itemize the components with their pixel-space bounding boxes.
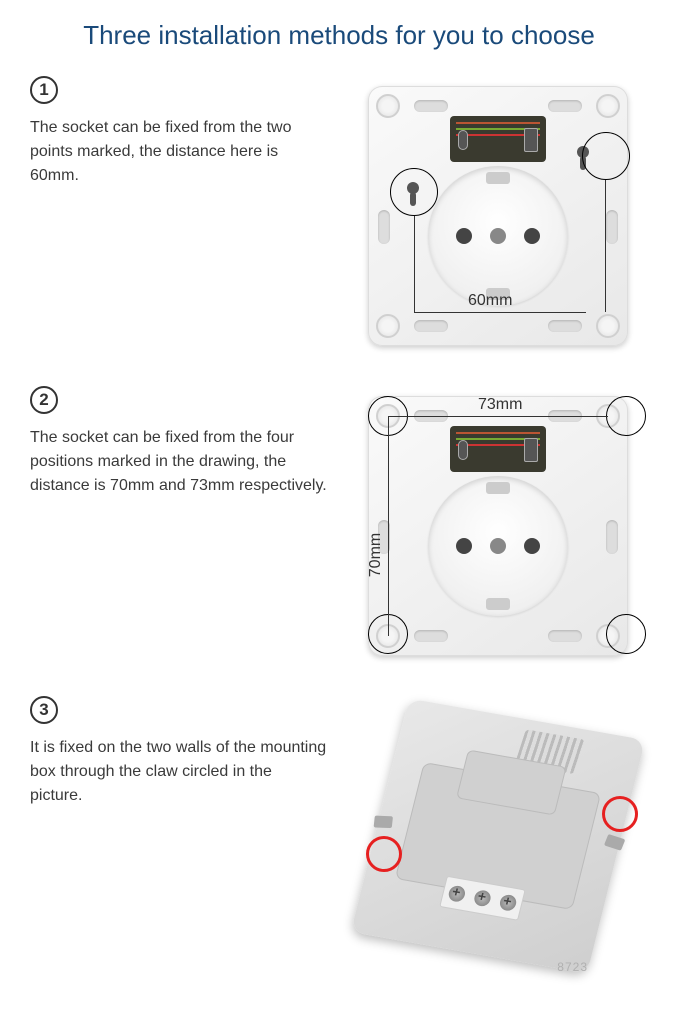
method-desc-1: The socket can be fixed from the two poi…: [30, 116, 328, 188]
method-3: 3 It is fixed on the two walls of the mo…: [30, 696, 648, 976]
watermark: 8723: [557, 960, 588, 974]
figure-2: 73mm 70mm: [348, 386, 648, 666]
method-badge-1: 1: [30, 76, 58, 104]
page-title: Three installation methods for you to ch…: [30, 20, 648, 51]
method-1: 1 The socket can be fixed from the two p…: [30, 76, 648, 356]
method-badge-3: 3: [30, 696, 58, 724]
dimension-label-73: 73mm: [478, 396, 522, 414]
method-desc-3: It is fixed on the two walls of the moun…: [30, 736, 328, 808]
method-badge-2: 2: [30, 386, 58, 414]
figure-1: 60mm: [348, 76, 648, 356]
dimension-label-70: 70mm: [367, 533, 385, 577]
method-2: 2 The socket can be fixed from the four …: [30, 386, 648, 666]
dimension-label-60: 60mm: [468, 292, 512, 310]
method-desc-2: The socket can be fixed from the four po…: [30, 426, 328, 498]
figure-3: 8723: [348, 696, 648, 976]
